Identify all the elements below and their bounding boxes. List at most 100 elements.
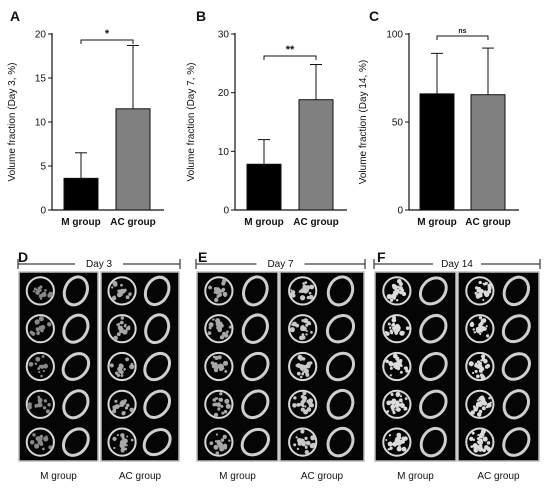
bone-fragment bbox=[29, 439, 35, 445]
bone-fragment bbox=[395, 439, 400, 444]
x-tick-label: AC group bbox=[293, 217, 339, 228]
bone-fragment bbox=[384, 331, 388, 334]
bone-fragment bbox=[126, 403, 130, 408]
bone-fragment bbox=[296, 447, 300, 451]
bone-fragment bbox=[399, 370, 403, 374]
specimen-ring bbox=[465, 276, 495, 306]
bone-fragment bbox=[389, 326, 392, 329]
bone-fragment bbox=[478, 316, 483, 320]
bone-fragment bbox=[389, 362, 394, 367]
y-tick-label: 0 bbox=[40, 206, 46, 217]
bone-fragment bbox=[125, 295, 130, 300]
specimen-loop bbox=[144, 313, 171, 345]
bone-fragment bbox=[225, 403, 231, 409]
bone-fragment bbox=[34, 443, 40, 449]
specimen-loop bbox=[61, 427, 90, 457]
bone-fragment bbox=[214, 397, 218, 401]
significance-label: * bbox=[105, 28, 110, 40]
bone-fragment bbox=[301, 325, 305, 329]
specimen-ring bbox=[382, 314, 412, 344]
y-tick-label: 5 bbox=[40, 162, 46, 173]
bone-fragment bbox=[477, 402, 483, 407]
bone-fragment bbox=[299, 375, 303, 379]
bone-fragment bbox=[399, 395, 402, 398]
bone-fragment bbox=[219, 367, 224, 372]
bone-fragment bbox=[216, 294, 220, 299]
panel-letter-d: D bbox=[18, 249, 28, 265]
specimen-ring bbox=[25, 276, 55, 306]
bone-fragment bbox=[480, 354, 486, 359]
y-tick-label: 20 bbox=[35, 30, 47, 41]
specimen-loop bbox=[326, 275, 355, 307]
bone-fragment bbox=[212, 318, 215, 321]
bone-fragment bbox=[215, 433, 219, 436]
significance-bracket bbox=[80, 39, 134, 44]
bone-fragment bbox=[289, 327, 295, 333]
bone-fragment bbox=[310, 330, 313, 334]
bone-fragment bbox=[218, 442, 223, 447]
bone-fragment bbox=[482, 448, 486, 453]
significance-bracket bbox=[436, 35, 489, 40]
group-label: M group bbox=[397, 471, 434, 482]
bone-fragment bbox=[114, 371, 119, 375]
bone-fragment bbox=[308, 291, 312, 295]
bone-fragment bbox=[123, 368, 126, 371]
bone-fragment bbox=[124, 406, 129, 410]
bone-fragment bbox=[214, 297, 219, 303]
specimen-loop bbox=[419, 426, 447, 458]
specimen-ring bbox=[204, 389, 234, 419]
panel-title-bg bbox=[75, 256, 123, 270]
bone-fragment bbox=[45, 435, 48, 438]
bone-fragment bbox=[472, 443, 478, 449]
bone-fragment bbox=[119, 365, 124, 370]
bone-fragment bbox=[290, 293, 295, 298]
specimen-loop bbox=[143, 389, 172, 419]
bone-fragment bbox=[390, 404, 396, 410]
bone-fragment bbox=[300, 429, 305, 434]
group-label: M group bbox=[40, 471, 77, 482]
bone-fragment bbox=[40, 374, 43, 378]
bone-fragment bbox=[45, 409, 50, 414]
bone-fragment bbox=[44, 289, 47, 292]
bone-fragment bbox=[487, 283, 492, 288]
bone-fragment bbox=[43, 363, 48, 369]
specimen-loop bbox=[501, 352, 531, 381]
bone-fragment bbox=[480, 288, 484, 292]
specimen-loop bbox=[62, 389, 90, 420]
significance-bracket bbox=[263, 55, 317, 60]
bone-fragment bbox=[112, 409, 117, 414]
bone-fragment bbox=[395, 391, 401, 397]
bone-fragment bbox=[113, 446, 116, 450]
x-tick-label: AC group bbox=[110, 217, 156, 228]
bone-fragment bbox=[292, 403, 297, 408]
bone-fragment bbox=[306, 321, 311, 326]
x-tick-label: M group bbox=[244, 217, 283, 228]
bone-fragment bbox=[214, 288, 218, 293]
bone-fragment bbox=[32, 433, 36, 437]
y-tick-label: 0 bbox=[223, 206, 229, 217]
bone-fragment bbox=[396, 278, 402, 284]
specimen-loop bbox=[143, 351, 172, 382]
bone-fragment bbox=[220, 438, 225, 442]
bone-fragment bbox=[128, 292, 132, 296]
bone-fragment bbox=[119, 443, 125, 449]
specimen-ring bbox=[288, 351, 318, 382]
bone-fragment bbox=[391, 283, 396, 288]
bone-fragment bbox=[217, 407, 221, 411]
chart-panel-b: B 0 10 20 30 Volume fraction (Day 7, %) M grou… bbox=[186, 8, 347, 228]
bone-fragment bbox=[304, 445, 308, 449]
bone-fragment bbox=[218, 321, 223, 326]
bone-fragment bbox=[485, 405, 489, 409]
bone-fragment bbox=[117, 289, 120, 292]
specimen-ring bbox=[25, 427, 55, 457]
bone-fragment bbox=[479, 373, 484, 378]
bone-fragment bbox=[392, 411, 396, 415]
bone-fragment bbox=[214, 355, 219, 361]
bone-fragment bbox=[215, 291, 219, 295]
bone-fragment bbox=[477, 440, 482, 444]
y-axis-label: Volume fraction (Day 14, %) bbox=[358, 60, 369, 185]
bone-fragment bbox=[397, 365, 401, 368]
bone-fragment bbox=[304, 449, 309, 455]
bone-fragment bbox=[48, 291, 54, 297]
bone-fragment bbox=[473, 331, 477, 334]
